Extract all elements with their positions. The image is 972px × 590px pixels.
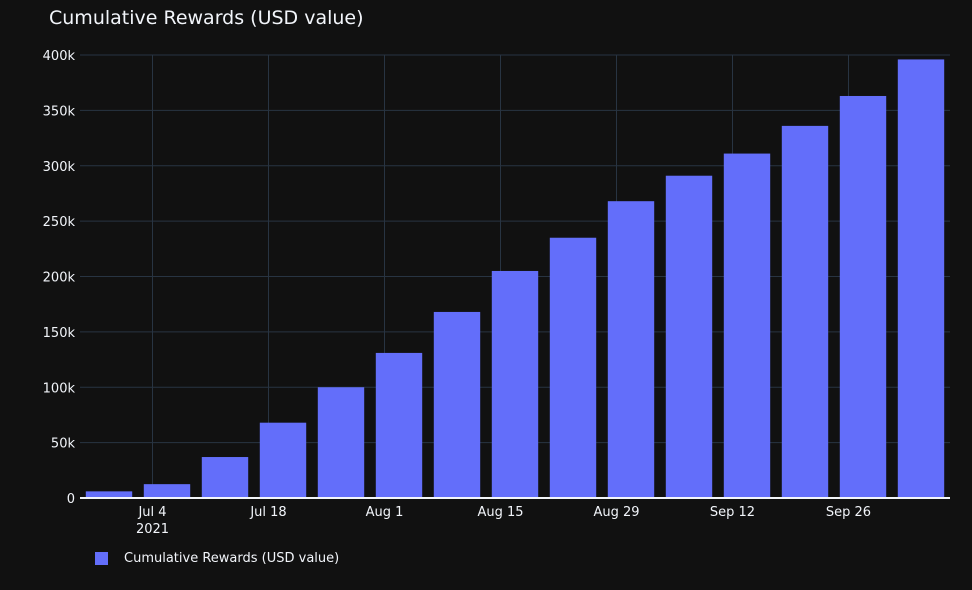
bar[interactable] — [607, 201, 655, 498]
y-tick-label: 100k — [43, 381, 76, 396]
x-tick-year-label: 2021 — [136, 522, 169, 537]
bar[interactable] — [259, 422, 307, 498]
bar-series — [85, 59, 945, 499]
bar[interactable] — [491, 270, 539, 498]
bar[interactable] — [317, 387, 365, 498]
x-tick-label: Jul 18 — [249, 505, 286, 520]
bar[interactable] — [549, 237, 597, 499]
bar[interactable] — [665, 175, 713, 498]
bar[interactable] — [143, 484, 191, 498]
legend-swatch — [95, 552, 108, 565]
y-tick-label: 150k — [43, 326, 76, 341]
bar[interactable] — [897, 59, 945, 499]
x-tick-label: Sep 26 — [826, 505, 871, 520]
y-tick-label: 0 — [67, 492, 75, 507]
chart-title: Cumulative Rewards (USD value) — [49, 7, 364, 29]
legend[interactable]: Cumulative Rewards (USD value) — [95, 551, 339, 566]
y-tick-label: 50k — [51, 437, 76, 452]
x-tick-label: Jul 4 — [137, 505, 166, 520]
bar[interactable] — [839, 95, 887, 498]
y-tick-label: 200k — [43, 271, 76, 286]
bar[interactable] — [375, 352, 423, 498]
bar[interactable] — [781, 125, 829, 498]
y-tick-label: 350k — [43, 104, 76, 119]
axes: 0 50k 100k 150k 200k 250k 300k 350k 400k Jul 4 202… — [43, 49, 950, 537]
x-tick-label: Aug 15 — [477, 505, 523, 520]
y-tick-label: 400k — [43, 49, 76, 64]
bar[interactable] — [201, 457, 249, 498]
x-tick-label: Aug 29 — [593, 505, 639, 520]
bar[interactable] — [433, 311, 481, 498]
y-tick-label: 250k — [43, 215, 76, 230]
y-tick-label: 300k — [43, 160, 76, 175]
x-tick-label: Aug 1 — [366, 505, 404, 520]
bar[interactable] — [85, 491, 133, 498]
legend-label: Cumulative Rewards (USD value) — [124, 551, 340, 566]
bar[interactable] — [723, 153, 771, 498]
x-tick-label: Sep 12 — [710, 505, 755, 520]
